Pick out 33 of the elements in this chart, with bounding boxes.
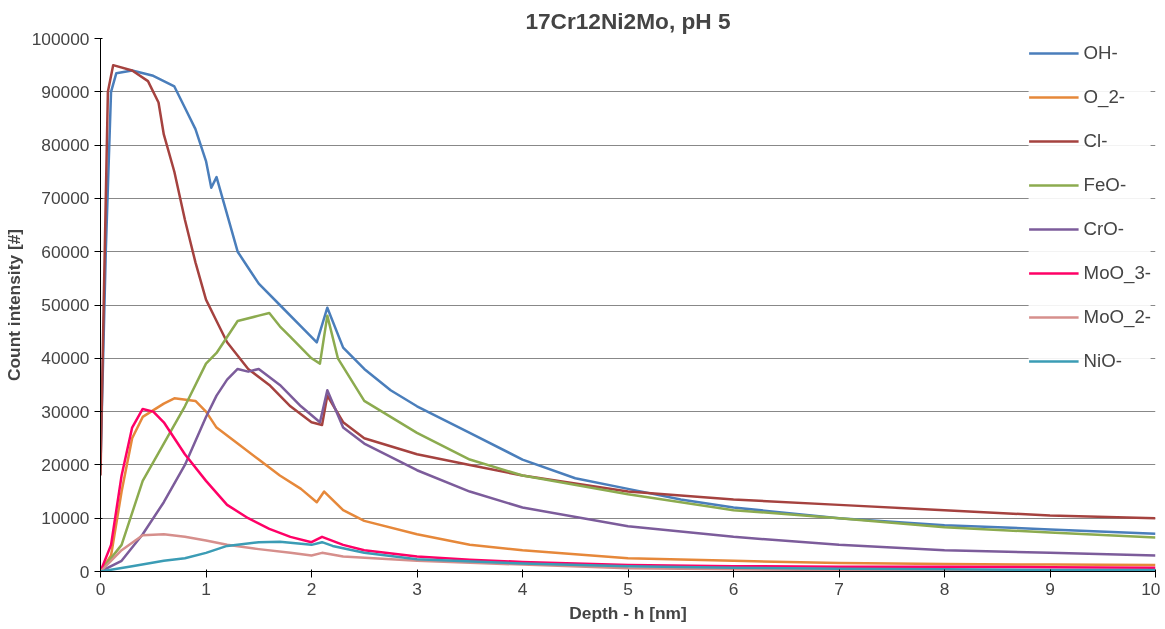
x-tick-label: 2 xyxy=(306,578,317,599)
x-tick-label: 4 xyxy=(517,578,528,599)
y-tick-label: 80000 xyxy=(41,135,90,156)
y-tick-label: 60000 xyxy=(41,241,90,262)
y-axis-title: Count intensity [#] xyxy=(3,228,24,382)
x-tick-label: 8 xyxy=(939,578,950,599)
legend-label: CrO- xyxy=(1083,218,1125,240)
x-tick-label: 10 xyxy=(1141,578,1161,599)
x-tick-label: 5 xyxy=(623,578,633,599)
y-tick-label: 70000 xyxy=(41,188,90,209)
x-tick-label: 9 xyxy=(1045,578,1055,599)
legend-label: NiO- xyxy=(1083,350,1122,372)
y-tick-label: 90000 xyxy=(41,81,90,102)
x-tick-label: 1 xyxy=(201,578,211,599)
y-tick-label: 100000 xyxy=(31,28,90,49)
chart-title: 17Cr12Ni2Mo, pH 5 xyxy=(525,7,731,34)
x-tick-label: 3 xyxy=(412,578,422,599)
y-tick-label: 50000 xyxy=(41,295,90,315)
x-tick-label: 7 xyxy=(834,578,844,599)
x-tick-label: 0 xyxy=(95,578,106,599)
legend-label: MoO_3- xyxy=(1083,262,1151,284)
y-tick-label: 20000 xyxy=(41,454,90,475)
legend-label: FeO- xyxy=(1083,174,1127,196)
legend-label: OH- xyxy=(1083,42,1118,64)
x-axis-title: Depth - h [nm] xyxy=(569,602,687,623)
legend-label: MoO_2- xyxy=(1083,306,1151,328)
x-tick-label: 6 xyxy=(728,578,739,599)
y-tick-label: 30000 xyxy=(41,401,90,422)
y-tick-label: 10000 xyxy=(41,508,90,529)
y-tick-label: 40000 xyxy=(41,348,90,369)
legend-label: Cl- xyxy=(1083,130,1108,152)
y-tick-label: 0 xyxy=(79,561,90,582)
legend-label: O_2- xyxy=(1083,86,1126,108)
